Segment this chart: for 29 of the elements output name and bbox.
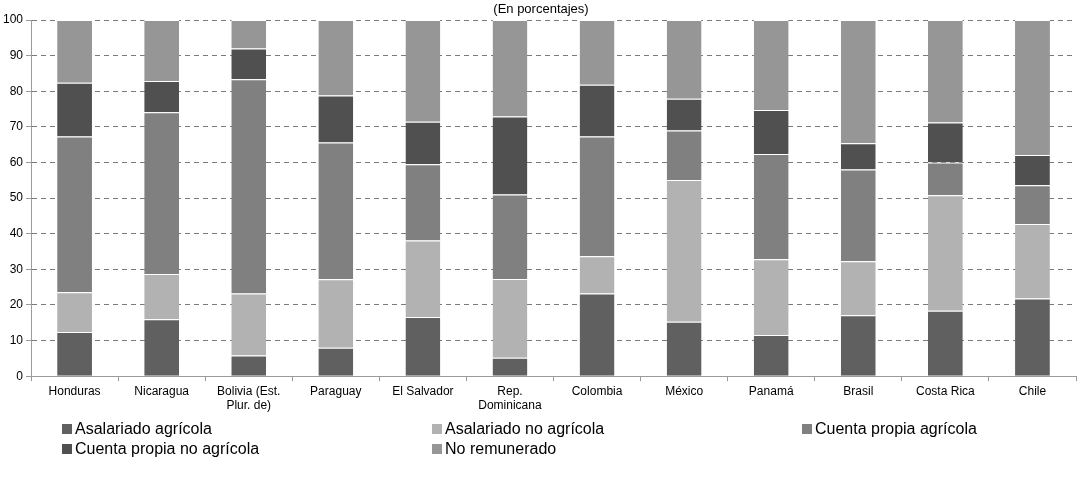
y-tick-label: 80 (9, 83, 24, 98)
y-tick-label: 20 (9, 297, 24, 312)
legend-label: No remunerado (445, 440, 557, 458)
x-tick-label: Costa Rica (916, 383, 976, 398)
x-tick-label: Paraguay (310, 383, 362, 398)
legend-label: Cuenta propia agrícola (815, 420, 977, 438)
x-tick-label: Nicaragua (134, 383, 190, 398)
legend-label: Asalariado agrícola (75, 420, 212, 438)
chart-title: (En porcentajes) (493, 1, 589, 16)
x-tick-label: Honduras (48, 383, 101, 398)
x-tick-label: Panamá (748, 383, 794, 398)
x-tick-label: Rep. Dominicana (478, 383, 542, 413)
legend-label: Asalariado no agrícola (445, 420, 605, 438)
x-tick-label: El Salvador (392, 383, 454, 398)
x-tick-label: Bolivia (Est. Plur. de) (217, 383, 281, 413)
y-tick-label: 30 (9, 261, 24, 276)
y-tick-label: 10 (9, 332, 24, 347)
y-tick-label: 60 (9, 154, 24, 169)
y-tick-label: 90 (9, 47, 24, 62)
y-tick-label: 70 (9, 119, 24, 134)
y-tick-label: 50 (9, 190, 24, 205)
x-tick-label: México (665, 383, 704, 398)
x-tick-label: Chile (1018, 383, 1047, 398)
x-tick-label: Colombia (571, 383, 623, 398)
legend-label: Cuenta propia no agrícola (75, 440, 260, 458)
y-tick-label: 100 (2, 12, 24, 27)
x-tick-label: Brasil (843, 383, 874, 398)
y-tick-label: 40 (9, 226, 24, 241)
y-tick-label: 0 (16, 368, 24, 383)
